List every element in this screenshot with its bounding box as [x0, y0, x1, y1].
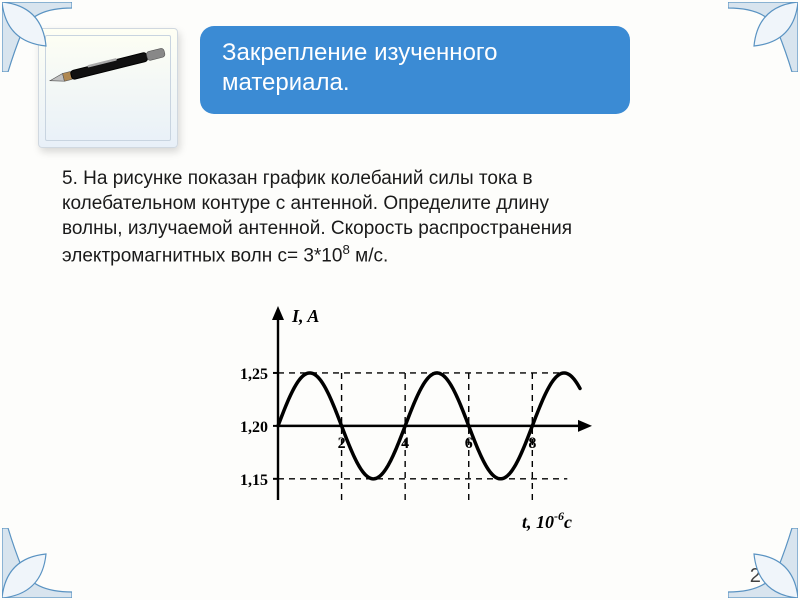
problem-number: 5. — [62, 168, 78, 189]
problem-line2: колебательном контуре с антенной. Опреде… — [62, 193, 549, 214]
problem-text: 5. На рисунке показан график колебаний с… — [62, 166, 738, 269]
svg-text:1,25: 1,25 — [240, 366, 268, 383]
slide-title: Закрепление изученного материала. — [200, 26, 630, 114]
pen-icon — [48, 40, 178, 90]
problem-line1: На рисунке показан график колебаний силы… — [83, 168, 533, 189]
svg-text:1,20: 1,20 — [240, 419, 268, 436]
problem-line3: волны, излучаемой антенной. Скорость рас… — [62, 218, 572, 239]
problem-line4-end: м/с. — [350, 246, 388, 267]
corner-curl-icon — [2, 528, 72, 598]
corner-curl-icon — [728, 2, 798, 72]
svg-text:t, 10-6с: t, 10-6с — [522, 509, 572, 532]
svg-text:1,15: 1,15 — [240, 472, 268, 489]
problem-line4: электромагнитных волн с= 3*10 — [62, 246, 342, 267]
page-number: 27 — [750, 565, 772, 588]
oscillation-chart: 1,151,201,252468I, At, 10-6с — [200, 300, 600, 540]
exponent: 8 — [342, 242, 349, 257]
svg-text:I, A: I, A — [291, 306, 319, 326]
